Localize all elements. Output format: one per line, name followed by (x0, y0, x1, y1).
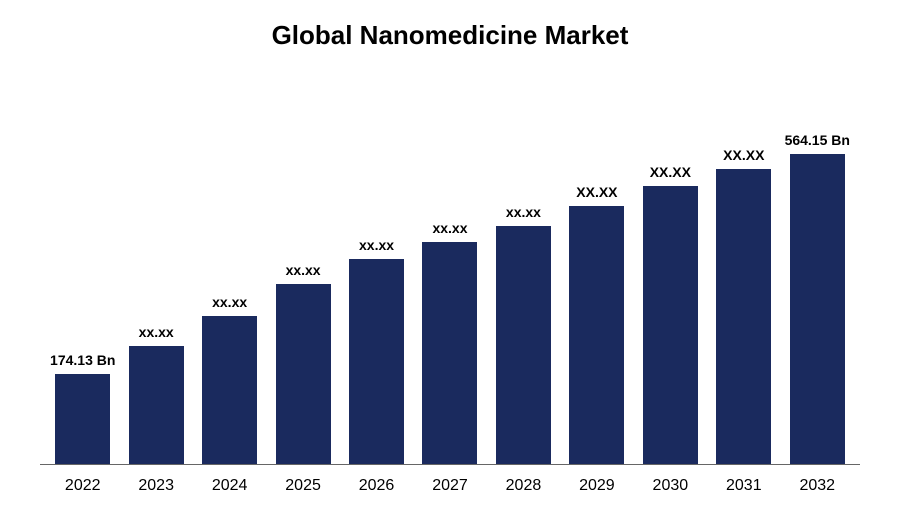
bar-label: xx.xx (286, 262, 321, 278)
x-axis-label: 2023 (122, 477, 189, 495)
bar (202, 316, 257, 464)
bar-group: xx.xx (416, 220, 483, 464)
x-axis: 2022 2023 2024 2025 2026 2027 2028 2029 … (40, 477, 860, 495)
bar (276, 284, 331, 464)
bar-group: xx.xx (490, 204, 557, 464)
bar-group: XX.XX (637, 164, 704, 464)
x-axis-label: 2025 (269, 477, 336, 495)
bar-group: xx.xx (269, 262, 336, 464)
bar-label: xx.xx (139, 324, 174, 340)
bar-label: xx.xx (506, 204, 541, 220)
x-axis-label: 2032 (784, 477, 851, 495)
x-axis-label: 2030 (637, 477, 704, 495)
bar (643, 186, 698, 464)
bar (790, 154, 845, 464)
x-axis-label: 2024 (196, 477, 263, 495)
bars-container: 174.13 Bn xx.xx xx.xx xx.xx xx.xx xx.xx … (40, 91, 860, 465)
x-axis-label: 2022 (49, 477, 116, 495)
x-axis-label: 2027 (416, 477, 483, 495)
chart-title: Global Nanomedicine Market (40, 20, 860, 51)
bar (129, 346, 184, 464)
x-axis-label: 2028 (490, 477, 557, 495)
bar-group: 564.15 Bn (784, 132, 851, 464)
bar-label: xx.xx (212, 294, 247, 310)
x-axis-label: 2031 (710, 477, 777, 495)
bar-label: 564.15 Bn (785, 132, 850, 148)
x-axis-label: 2029 (563, 477, 630, 495)
bar-label: xx.xx (432, 220, 467, 236)
bar-group: 174.13 Bn (49, 352, 116, 464)
bar (569, 206, 624, 464)
bar-label: xx.xx (359, 237, 394, 253)
x-axis-label: 2026 (343, 477, 410, 495)
bar-group: xx.xx (196, 294, 263, 464)
bar-label: XX.XX (723, 147, 764, 163)
bar-group: xx.xx (122, 324, 189, 464)
bar (496, 226, 551, 464)
bar-label: 174.13 Bn (50, 352, 115, 368)
bar (349, 259, 404, 464)
chart-area: 174.13 Bn xx.xx xx.xx xx.xx xx.xx xx.xx … (40, 91, 860, 495)
bar-group: XX.XX (563, 184, 630, 464)
bar (55, 374, 110, 464)
bar-label: XX.XX (650, 164, 691, 180)
bar-group: XX.XX (710, 147, 777, 464)
bar-label: XX.XX (576, 184, 617, 200)
bar (716, 169, 771, 464)
bar (422, 242, 477, 464)
bar-group: xx.xx (343, 237, 410, 464)
